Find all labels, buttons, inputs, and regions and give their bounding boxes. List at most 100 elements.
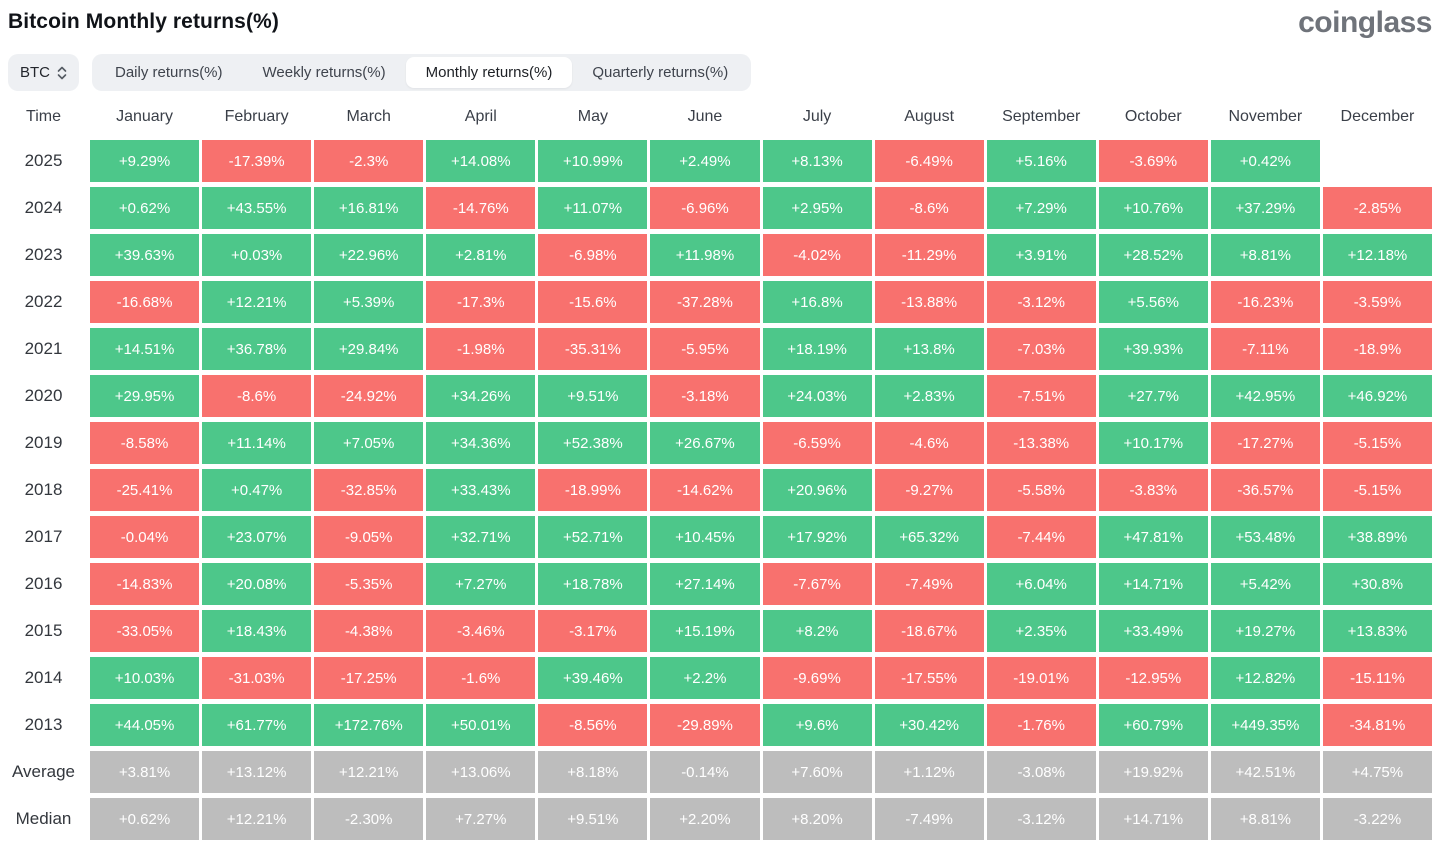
return-cell: +53.48% [1210, 516, 1320, 558]
return-cell: -9.05% [314, 516, 424, 558]
return-cell: -6.98% [538, 234, 648, 276]
return-cell: +29.95% [90, 375, 200, 417]
return-cell: +3.91% [986, 234, 1096, 276]
return-cell: +60.79% [1098, 704, 1208, 746]
return-cell: -3.69% [1098, 140, 1208, 182]
column-header-october: October [1124, 108, 1182, 125]
return-cell: -18.99% [538, 469, 648, 511]
row-label-2023: 2023 [24, 245, 63, 264]
return-cell: -17.39% [202, 140, 312, 182]
return-cell: +0.62% [90, 798, 200, 840]
return-cell: -5.15% [1322, 422, 1432, 464]
return-cell: +8.81% [1210, 798, 1320, 840]
return-cell: +2.95% [762, 187, 872, 229]
return-cell: +12.82% [1210, 657, 1320, 699]
return-cell: +8.20% [762, 798, 872, 840]
return-cell: +52.38% [538, 422, 648, 464]
return-cell: +12.21% [202, 798, 312, 840]
return-cell: -34.81% [1322, 704, 1432, 746]
return-cell: -8.6% [202, 375, 312, 417]
return-cell: +8.2% [762, 610, 872, 652]
updown-chevron-icon [57, 65, 67, 81]
return-cell: +42.95% [1210, 375, 1320, 417]
return-cell: -8.6% [874, 187, 984, 229]
return-cell: +449.35% [1210, 704, 1320, 746]
row-label-median: Median [15, 809, 72, 828]
return-cell: -17.25% [314, 657, 424, 699]
column-header-july: July [802, 108, 832, 125]
return-cell: -0.14% [650, 751, 760, 793]
tab-quarterly-returns[interactable]: Quarterly returns(%) [572, 57, 748, 88]
return-cell: -3.83% [1098, 469, 1208, 511]
return-cell: -16.23% [1210, 281, 1320, 323]
return-cell: -6.96% [650, 187, 760, 229]
return-cell: +3.81% [90, 751, 200, 793]
return-cell: +46.92% [1322, 375, 1432, 417]
return-cell: -35.31% [538, 328, 648, 370]
return-cell: +18.43% [202, 610, 312, 652]
return-cell: -7.11% [1210, 328, 1320, 370]
return-cell: -13.88% [874, 281, 984, 323]
return-cell: +10.45% [650, 516, 760, 558]
return-cell: +7.27% [426, 798, 536, 840]
return-cell: +34.36% [426, 422, 536, 464]
row-label-2015: 2015 [24, 621, 63, 640]
coin-selector[interactable]: BTC [8, 54, 79, 91]
return-cell: +52.71% [538, 516, 648, 558]
return-cell: +24.03% [762, 375, 872, 417]
tab-monthly-returns[interactable]: Monthly returns(%) [405, 57, 573, 88]
return-cell: -36.57% [1210, 469, 1320, 511]
return-cell: -15.6% [538, 281, 648, 323]
column-header-august: August [904, 108, 955, 125]
return-cell: -3.59% [1322, 281, 1432, 323]
return-cell: +19.92% [1098, 751, 1208, 793]
return-cell: -5.95% [650, 328, 760, 370]
return-cell: -9.69% [762, 657, 872, 699]
return-cell: +27.7% [1098, 375, 1208, 417]
return-cell: -8.56% [538, 704, 648, 746]
return-cell: -2.85% [1322, 187, 1432, 229]
return-cell: +39.93% [1098, 328, 1208, 370]
column-header-december: December [1340, 108, 1415, 125]
return-cell: +26.67% [650, 422, 760, 464]
return-cell: +9.51% [538, 798, 648, 840]
return-cell: +10.76% [1098, 187, 1208, 229]
top-bar: Bitcoin Monthly returns(%) coinglass [0, 0, 1440, 38]
column-header-february: February [224, 108, 289, 125]
return-cell: +12.21% [314, 751, 424, 793]
tab-daily-returns[interactable]: Daily returns(%) [95, 57, 243, 88]
return-cell: +10.99% [538, 140, 648, 182]
return-cell: +5.39% [314, 281, 424, 323]
return-cell: +9.6% [762, 704, 872, 746]
return-cell: +47.81% [1098, 516, 1208, 558]
return-cell: -12.95% [1098, 657, 1208, 699]
return-cell: +2.49% [650, 140, 760, 182]
return-cell: -15.11% [1322, 657, 1432, 699]
row-label-2021: 2021 [24, 339, 63, 358]
return-cell: +14.71% [1098, 798, 1208, 840]
return-cell: +11.14% [202, 422, 312, 464]
coin-selector-label: BTC [20, 64, 50, 81]
return-cell: +5.56% [1098, 281, 1208, 323]
row-label-2018: 2018 [24, 480, 63, 499]
return-cell: +5.16% [986, 140, 1096, 182]
return-cell: +18.78% [538, 563, 648, 605]
return-cell: +10.17% [1098, 422, 1208, 464]
return-cell: -7.49% [874, 798, 984, 840]
return-cell: +7.27% [426, 563, 536, 605]
return-cell: +13.8% [874, 328, 984, 370]
return-cell: +13.06% [426, 751, 536, 793]
return-cell: +7.60% [762, 751, 872, 793]
return-cell: +14.51% [90, 328, 200, 370]
return-cell: +38.89% [1322, 516, 1432, 558]
tab-weekly-returns[interactable]: Weekly returns(%) [243, 57, 406, 88]
return-cell: -3.17% [538, 610, 648, 652]
return-cell: -5.58% [986, 469, 1096, 511]
return-cell: +0.42% [1210, 140, 1320, 182]
row-label-2024: 2024 [24, 198, 63, 217]
return-cell: -13.38% [986, 422, 1096, 464]
column-header-april: April [464, 108, 497, 125]
return-cell: -1.6% [426, 657, 536, 699]
return-cell: +16.81% [314, 187, 424, 229]
return-cell: -7.03% [986, 328, 1096, 370]
